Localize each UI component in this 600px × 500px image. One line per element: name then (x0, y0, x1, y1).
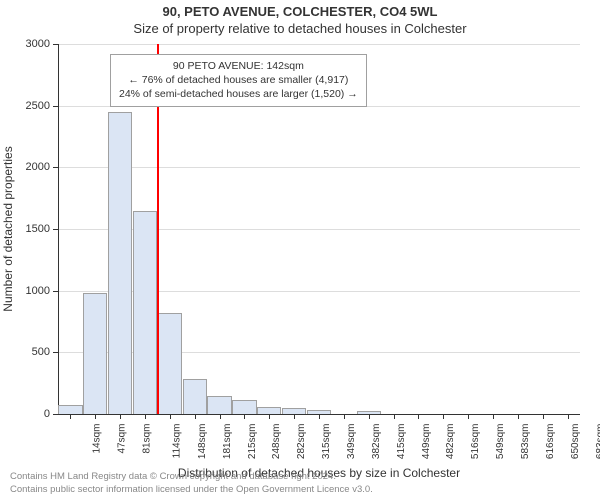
footer-line-1: Contains HM Land Registry data © Crown c… (10, 471, 373, 483)
x-tick-mark (170, 414, 171, 419)
x-tick-label: 616sqm (545, 424, 556, 460)
x-tick-mark (418, 414, 419, 419)
histogram-bar (158, 313, 182, 414)
x-tick-label: 181sqm (222, 424, 233, 460)
histogram-bar (58, 405, 82, 414)
x-tick-mark (244, 414, 245, 419)
y-tick-label: 1000 (26, 285, 50, 297)
x-tick-mark (70, 414, 71, 419)
histogram-bar (183, 379, 207, 414)
x-tick-mark (543, 414, 544, 419)
x-tick-mark (518, 414, 519, 419)
x-tick-label: 516sqm (470, 424, 481, 460)
y-axis-line (58, 44, 59, 414)
chart-container: 90, PETO AVENUE, COLCHESTER, CO4 5WL Siz… (0, 0, 600, 500)
x-tick-label: 14sqm (92, 424, 103, 454)
x-tick-mark (344, 414, 345, 419)
x-tick-label: 449sqm (421, 424, 432, 460)
x-tick-label: 650sqm (570, 424, 581, 460)
y-tick-label: 3000 (26, 38, 50, 50)
gridline (58, 44, 580, 45)
footer-line-2: Contains public sector information licen… (10, 484, 373, 496)
x-tick-mark (269, 414, 270, 419)
x-tick-label: 114sqm (171, 424, 182, 459)
histogram-bar (207, 396, 231, 415)
x-tick-mark (369, 414, 370, 419)
chart-area: Number of detached properties 0500100015… (58, 44, 580, 414)
histogram-bar (232, 400, 256, 414)
footer-attribution: Contains HM Land Registry data © Crown c… (10, 471, 373, 496)
histogram-bar (83, 293, 107, 414)
x-tick-label: 248sqm (272, 424, 283, 460)
x-tick-label: 148sqm (197, 424, 208, 460)
x-tick-label: 583sqm (520, 424, 531, 460)
x-tick-label: 549sqm (495, 424, 506, 460)
annotation-line-1: 90 PETO AVENUE: 142sqm (119, 59, 358, 73)
x-tick-mark (195, 414, 196, 419)
y-tick-label: 1500 (26, 223, 50, 235)
x-tick-label: 315sqm (321, 424, 332, 460)
y-tick-label: 0 (44, 408, 50, 420)
x-tick-mark (145, 414, 146, 419)
y-axis-label: Number of detached properties (1, 146, 15, 311)
x-tick-label: 683sqm (595, 424, 600, 460)
histogram-bar (257, 407, 281, 414)
y-tick-label: 500 (32, 346, 50, 358)
x-tick-label: 415sqm (396, 424, 407, 460)
gridline (58, 167, 580, 168)
y-tick-label: 2000 (26, 161, 50, 173)
plot-region: 05001000150020002500300014sqm47sqm81sqm1… (58, 44, 580, 414)
x-tick-mark (394, 414, 395, 419)
histogram-bar (133, 211, 157, 415)
sub-title: Size of property relative to detached ho… (0, 19, 600, 36)
x-tick-label: 482sqm (446, 424, 457, 460)
x-tick-mark (120, 414, 121, 419)
x-tick-label: 382sqm (371, 424, 382, 460)
annotation-line-2: ← 76% of detached houses are smaller (4,… (119, 73, 358, 87)
x-tick-mark (493, 414, 494, 419)
x-tick-mark (468, 414, 469, 419)
histogram-bar (108, 112, 132, 414)
x-tick-mark (294, 414, 295, 419)
x-tick-label: 282sqm (296, 424, 307, 460)
annotation-line-3: 24% of semi-detached houses are larger (… (119, 87, 358, 101)
annotation-box: 90 PETO AVENUE: 142sqm← 76% of detached … (110, 54, 367, 107)
x-tick-label: 215sqm (247, 424, 258, 460)
x-tick-mark (95, 414, 96, 419)
y-tick-label: 2500 (26, 100, 50, 112)
x-tick-mark (220, 414, 221, 419)
x-tick-mark (443, 414, 444, 419)
x-tick-label: 47sqm (117, 424, 128, 454)
x-tick-mark (319, 414, 320, 419)
x-tick-mark (568, 414, 569, 419)
x-tick-label: 349sqm (346, 424, 357, 460)
x-tick-label: 81sqm (142, 424, 153, 454)
super-title: 90, PETO AVENUE, COLCHESTER, CO4 5WL (0, 0, 600, 19)
